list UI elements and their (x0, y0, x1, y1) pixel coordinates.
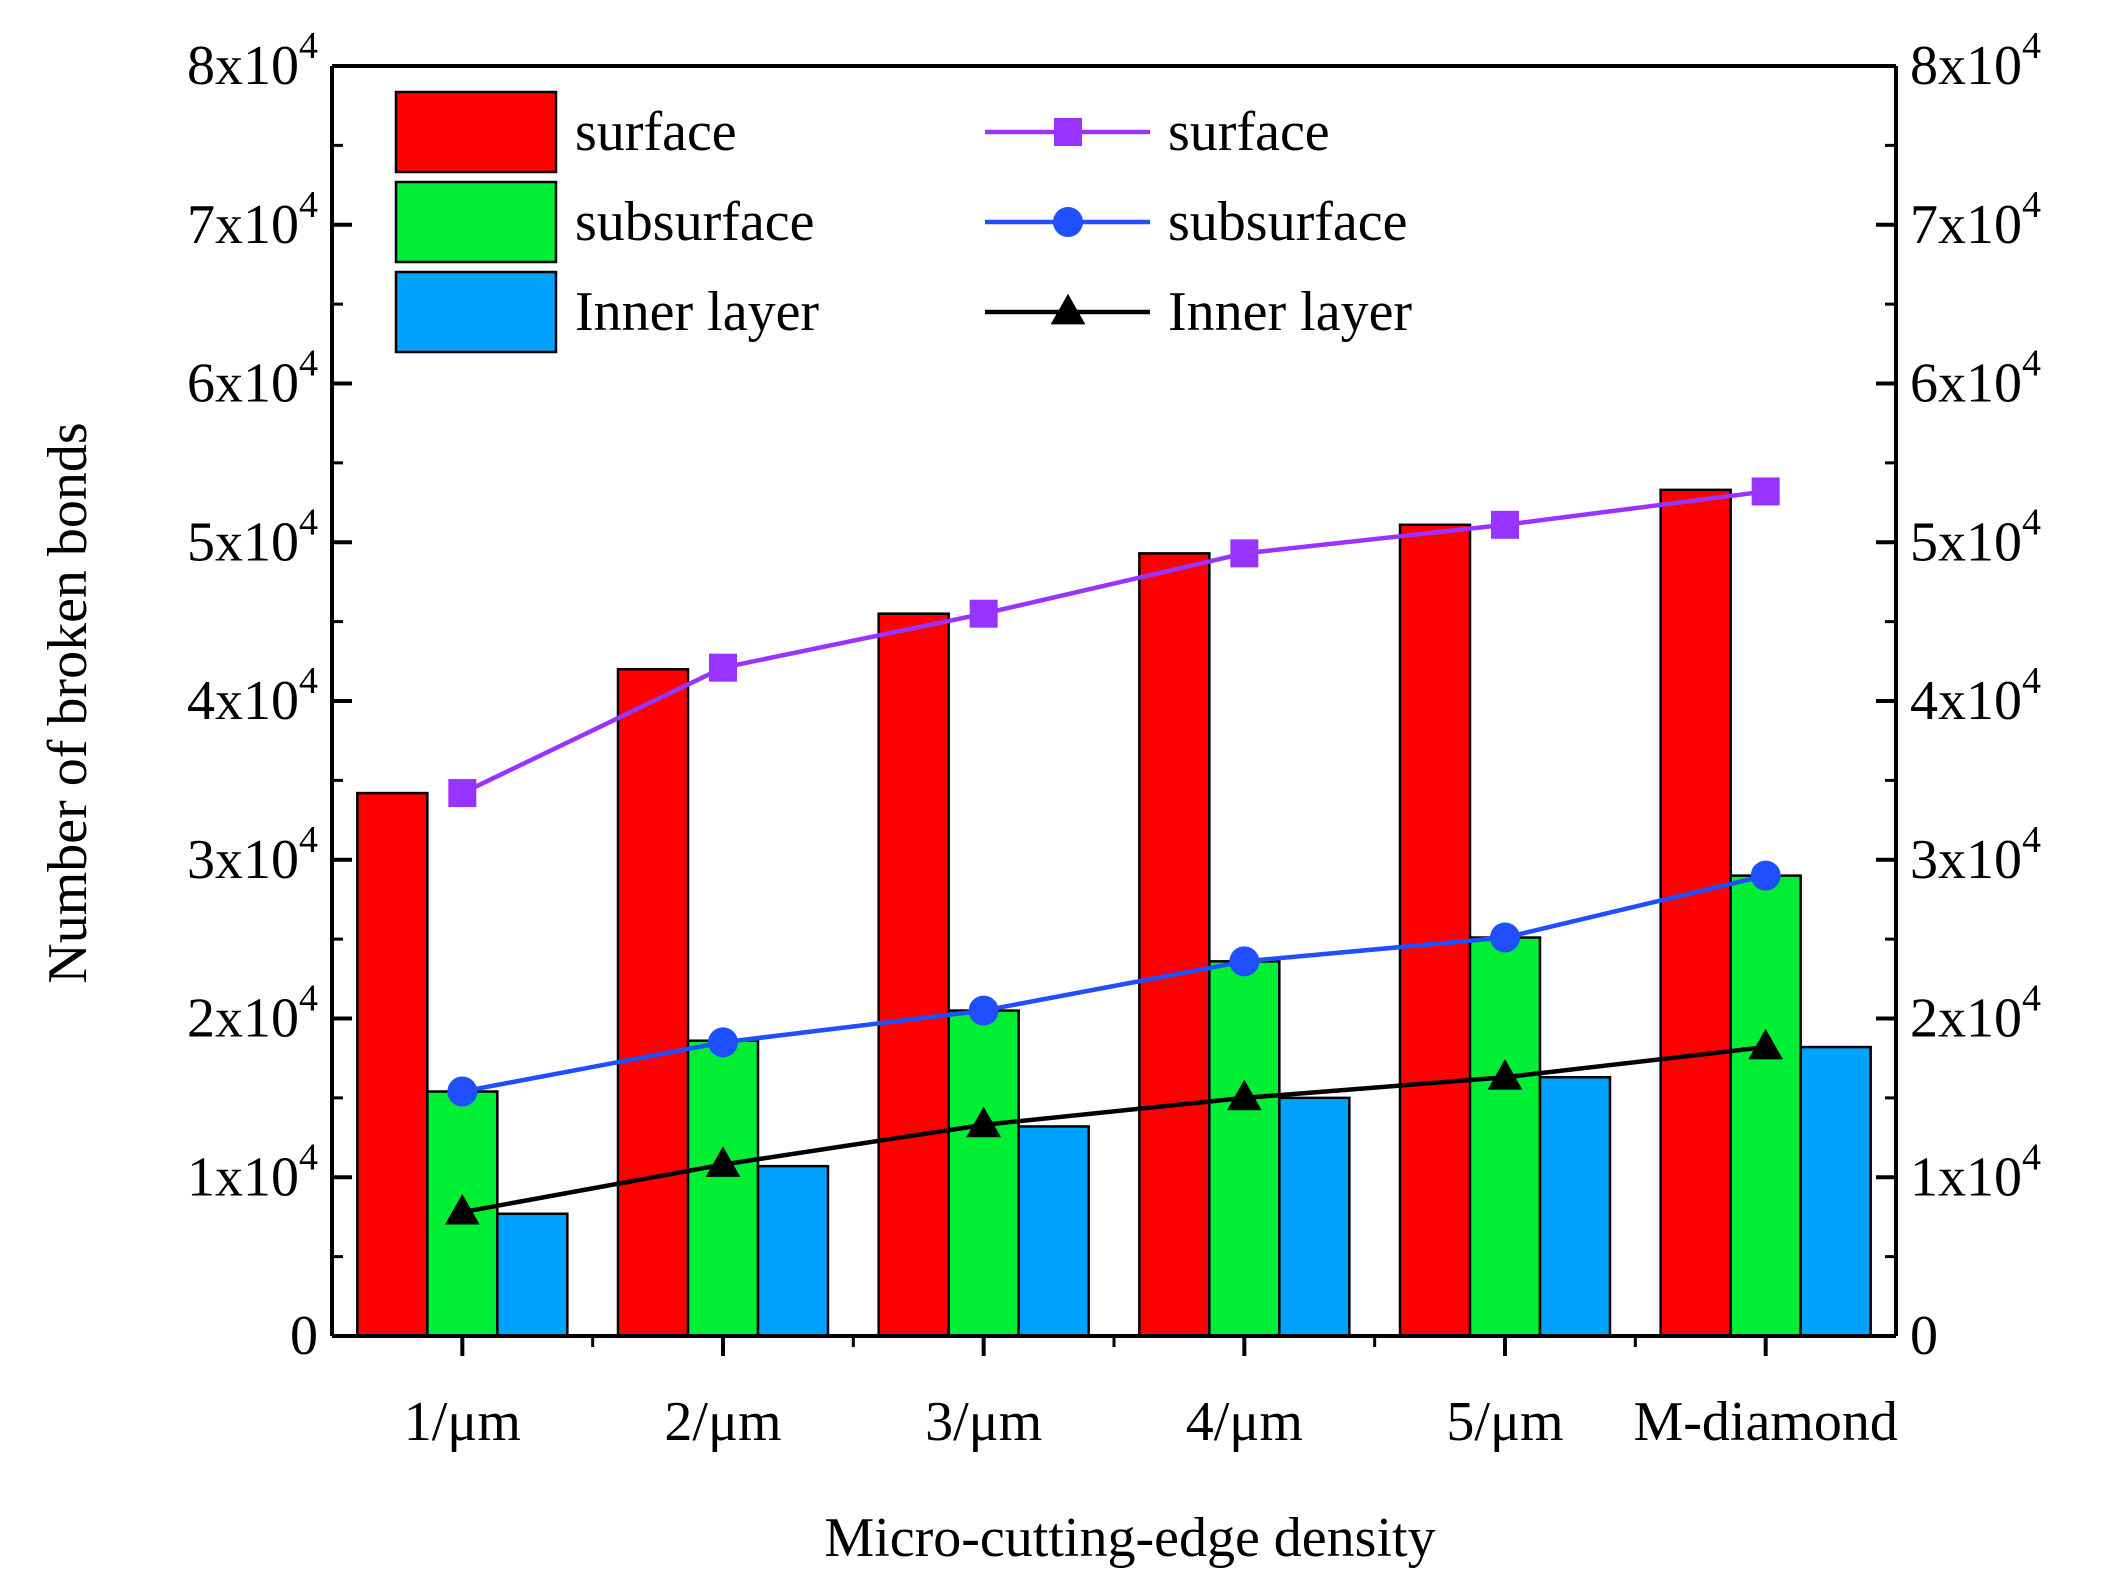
y-tick-label-left-7: 7x104 (187, 184, 318, 256)
line-surface (461, 489, 1766, 796)
bar-surface-0 (356, 791, 429, 1338)
y-tick-label-left-6: 6x104 (187, 343, 318, 415)
point-surface-0 (448, 779, 477, 808)
bar-surface-3 (1138, 552, 1211, 1338)
y-tick-label-right-4: 4x104 (1910, 660, 2041, 732)
x-tick-label-3: 4/μm (1186, 1391, 1303, 1453)
point-subsurface-1 (708, 1027, 738, 1058)
axes-layer: 0 0 1x104 1x104 2x104 2x104 3x104 3x104 4x104 4x1… (187, 25, 2041, 1453)
point-surface-1 (709, 653, 737, 682)
y-tick-label-right-0: 0 (1910, 1305, 1938, 1367)
bar-inner-layer-2 (1017, 1125, 1090, 1338)
bar-surface-4 (1398, 523, 1472, 1338)
point-inner-layer-3 (1226, 1079, 1262, 1111)
bar-inner-layer-3 (1278, 1096, 1351, 1338)
legend-label-bar-inner-layer: Inner layer (575, 281, 819, 343)
bar-inner-layer-0 (496, 1212, 569, 1338)
y-tick-label-right-7: 7x104 (1910, 184, 2041, 256)
bar-subsurface-1 (686, 1039, 760, 1338)
y-tick-label-left-2: 2x104 (187, 978, 318, 1050)
y-axis-title: Number of broken bonds (37, 422, 99, 983)
bar-subsurface-4 (1468, 936, 1542, 1338)
legend-swatch-bar-surface (394, 90, 558, 174)
legend-swatch-bar-inner-layer (394, 270, 558, 354)
point-subsurface-0 (447, 1076, 478, 1107)
y-tick-label-right-3: 3x104 (1910, 819, 2041, 891)
bar-subsurface-2 (947, 1009, 1020, 1338)
point-surface-3 (1230, 539, 1259, 568)
bar-subsurface-3 (1208, 960, 1281, 1338)
x-tick-label-4: 5/μm (1446, 1391, 1563, 1453)
bar-surface-5 (1659, 488, 1732, 1338)
x-tick-label-1: 2/μm (664, 1391, 781, 1453)
bars-layer (356, 488, 1872, 1338)
legend-marker-surface (1054, 118, 1082, 146)
point-subsurface-3 (1229, 946, 1260, 977)
bar-inner-layer-5 (1799, 1045, 1872, 1338)
legend-marker-inner-layer (1050, 293, 1086, 325)
y-tick-label-left-3: 3x104 (187, 819, 318, 891)
point-surface-5 (1751, 477, 1780, 506)
point-inner-layer-1 (705, 1146, 741, 1177)
legend-label-line-inner-layer: Inner layer (1168, 281, 1412, 343)
point-inner-layer-2 (966, 1106, 1002, 1138)
y-tick-label-right-8: 8x104 (1910, 25, 2041, 97)
x-tick-label-2: 3/μm (925, 1391, 1042, 1453)
point-subsurface-2 (968, 995, 999, 1026)
bar-surface-1 (616, 668, 690, 1338)
y-tick-label-left-1: 1x104 (187, 1136, 318, 1208)
legend-swatch-bar-subsurface (394, 180, 558, 264)
legend-label-line-subsurface: subsurface (1168, 191, 1407, 253)
point-inner-layer-5 (1748, 1028, 1784, 1060)
point-surface-2 (969, 599, 998, 628)
x-tick-label-5: M-diamond (1633, 1391, 1897, 1453)
y-tick-label-left-8: 8x104 (187, 25, 318, 97)
legend: surface subsurface Inner layer surface subsu… (394, 90, 1412, 354)
y-tick-label-left-5: 5x104 (187, 501, 318, 573)
y-tick-label-left-4: 4x104 (187, 660, 318, 732)
bar-inner-layer-4 (1538, 1075, 1612, 1338)
point-subsurface-5 (1750, 860, 1781, 891)
y-tick-label-right-2: 2x104 (1910, 978, 2041, 1050)
bar-subsurface-5 (1729, 874, 1802, 1338)
legend-label-line-surface: surface (1168, 101, 1330, 163)
legend-label-bar-subsurface: subsurface (575, 191, 814, 253)
y-tick-label-right-1: 1x104 (1910, 1136, 2041, 1208)
y-tick-label-right-6: 6x104 (1910, 343, 2041, 415)
x-tick-label-0: 1/μm (404, 1391, 521, 1453)
point-subsurface-4 (1490, 922, 1520, 953)
legend-marker-subsurface (1053, 207, 1083, 237)
line-subsurface (461, 873, 1767, 1094)
lines-layer (444, 477, 1784, 1225)
point-inner-layer-0 (444, 1193, 480, 1225)
point-surface-4 (1491, 510, 1519, 539)
y-tick-label-right-5: 5x104 (1910, 501, 2041, 573)
line-inner-layer (461, 1044, 1766, 1215)
bar-inner-layer-1 (756, 1164, 830, 1338)
x-axis-title: Micro-cutting-edge density (824, 1507, 1435, 1569)
bar-surface-2 (877, 612, 950, 1338)
point-inner-layer-4 (1487, 1059, 1523, 1090)
legend-label-bar-surface: surface (575, 101, 737, 163)
y-tick-label-left-0: 0 (290, 1305, 318, 1367)
